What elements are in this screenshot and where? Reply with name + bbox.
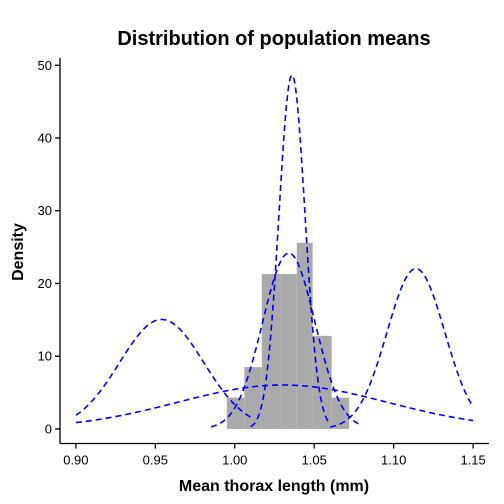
y-tick-label: 40	[38, 131, 52, 146]
y-axis-title: Density	[10, 223, 27, 281]
density-curve-1	[75, 318, 252, 418]
y-tick-label: 30	[38, 203, 52, 218]
x-tick-label: 1.00	[222, 453, 247, 468]
density-curve-4	[210, 252, 363, 428]
histogram-bar-1	[226, 397, 245, 429]
density-curves	[75, 74, 474, 428]
chart-title: Distribution of population means	[117, 28, 430, 50]
x-ticks: 0.90 0.95 1.00 1.05 1.10 1.15	[63, 443, 486, 468]
y-tick-label: 50	[38, 58, 52, 73]
histogram-bar-2	[244, 367, 262, 429]
x-tick-label: 0.90	[63, 453, 88, 468]
x-axis-title: Mean thorax length (mm)	[179, 478, 369, 495]
x-tick-label: 0.95	[143, 453, 168, 468]
y-tick-label: 20	[38, 276, 52, 291]
histogram-bar-7	[331, 397, 350, 429]
y-tick-label: 0	[45, 421, 52, 436]
histogram-bars	[226, 242, 350, 429]
density-curve-5	[75, 384, 474, 424]
y-ticks: 0 10 20 30 40 50	[38, 58, 60, 436]
histogram-bar-3	[261, 274, 281, 429]
y-tick-label: 10	[38, 349, 52, 364]
density-curve-2	[329, 267, 474, 428]
x-tick-label: 1.10	[381, 453, 406, 468]
x-tick-label: 1.05	[302, 453, 327, 468]
histogram-bar-4	[280, 274, 297, 429]
density-curve-3	[250, 74, 331, 428]
histogram-bar-5	[296, 242, 313, 429]
axes	[59, 58, 489, 445]
histogram-bar-6	[312, 335, 332, 429]
x-tick-label: 1.15	[460, 453, 485, 468]
